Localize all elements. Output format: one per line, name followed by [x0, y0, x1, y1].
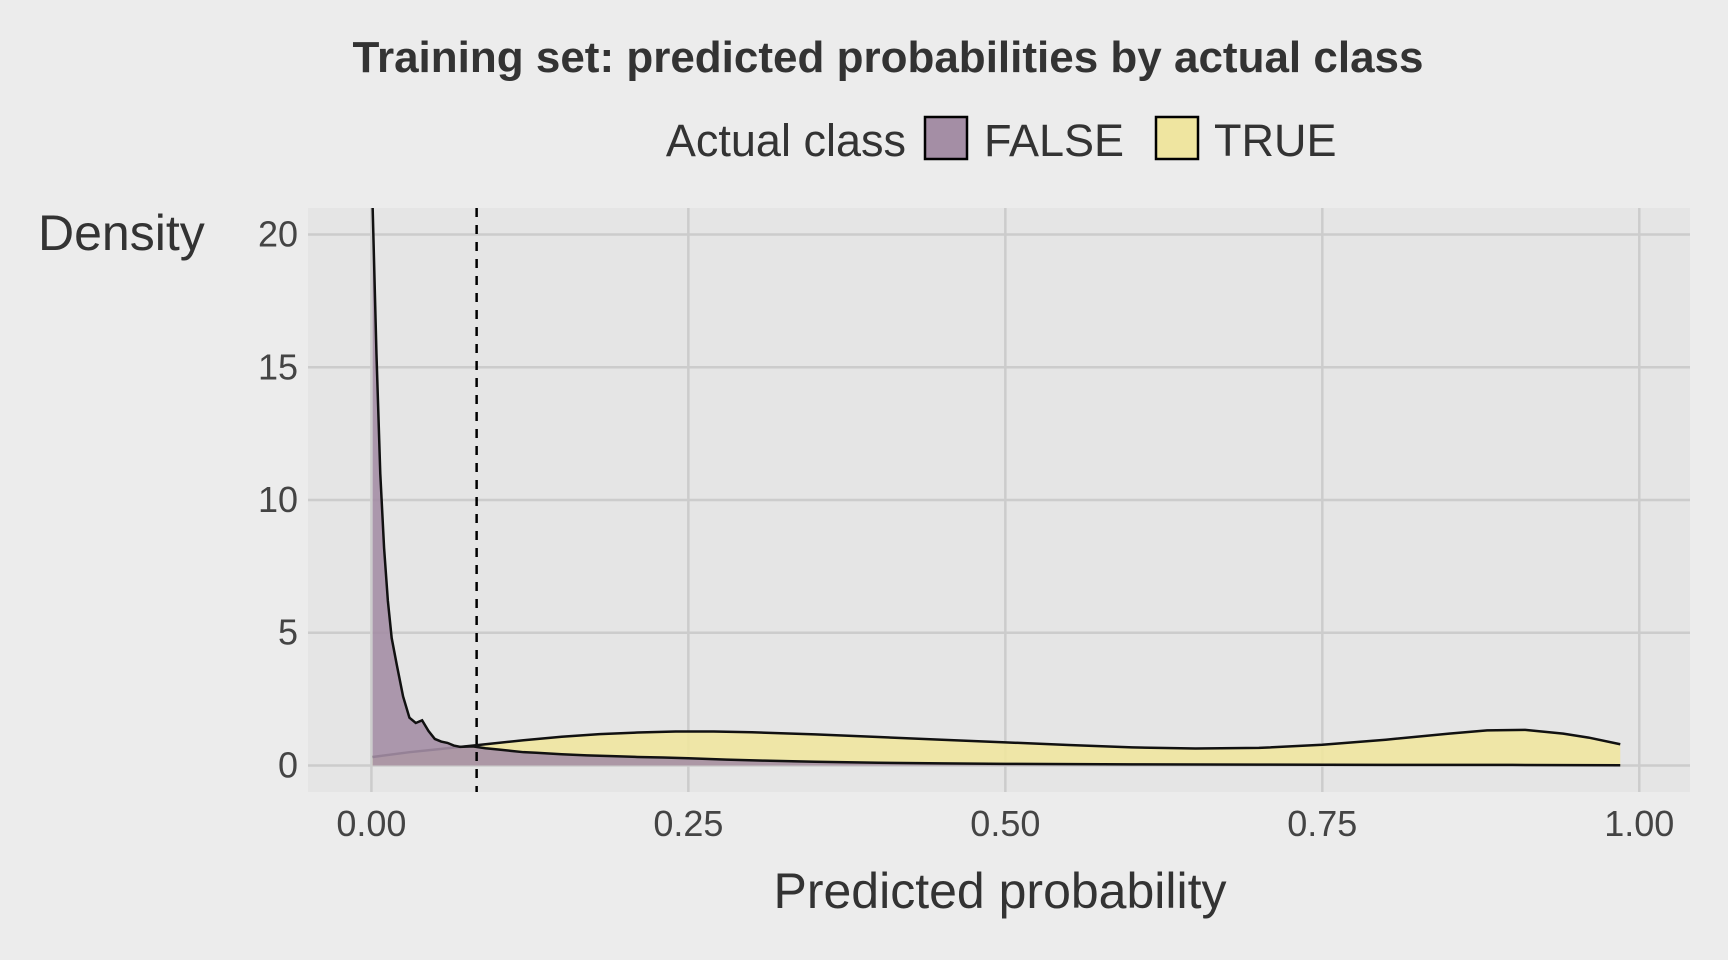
legend-swatch-true [1154, 115, 1200, 161]
y-tick-label: 20 [258, 214, 298, 255]
x-tick-label: 1.00 [1604, 803, 1674, 844]
y-axis-ticks: 0 5 10 15 20 [258, 214, 298, 786]
x-tick-label: 0.00 [336, 803, 406, 844]
x-tick-label: 0.50 [970, 803, 1040, 844]
density-line-false [371, 207, 1621, 767]
y-tick-label: 10 [258, 479, 298, 520]
density-area-true [372, 729, 1621, 766]
y-tick-label: 0 [278, 744, 298, 785]
x-axis-ticks: 0.00 0.25 0.50 0.75 1.00 [336, 803, 1674, 844]
x-tick-label: 0.25 [653, 803, 723, 844]
chart-title: Training set: predicted probabilities by… [353, 33, 1424, 82]
density-curves [371, 207, 1621, 767]
legend-swatch-false [923, 115, 969, 161]
density-line-true [372, 728, 1621, 759]
legend-title: Actual class [666, 115, 906, 166]
legend-label-true: TRUE [1214, 115, 1337, 166]
x-axis-label: Predicted probability [773, 863, 1226, 919]
y-axis-label: Density [38, 205, 205, 261]
y-tick-label: 15 [258, 346, 298, 387]
x-tick-label: 0.75 [1287, 803, 1357, 844]
y-tick-label: 5 [278, 612, 298, 653]
legend-label-false: FALSE [984, 115, 1124, 166]
legend: Actual class FALSE TRUE [666, 115, 1337, 166]
